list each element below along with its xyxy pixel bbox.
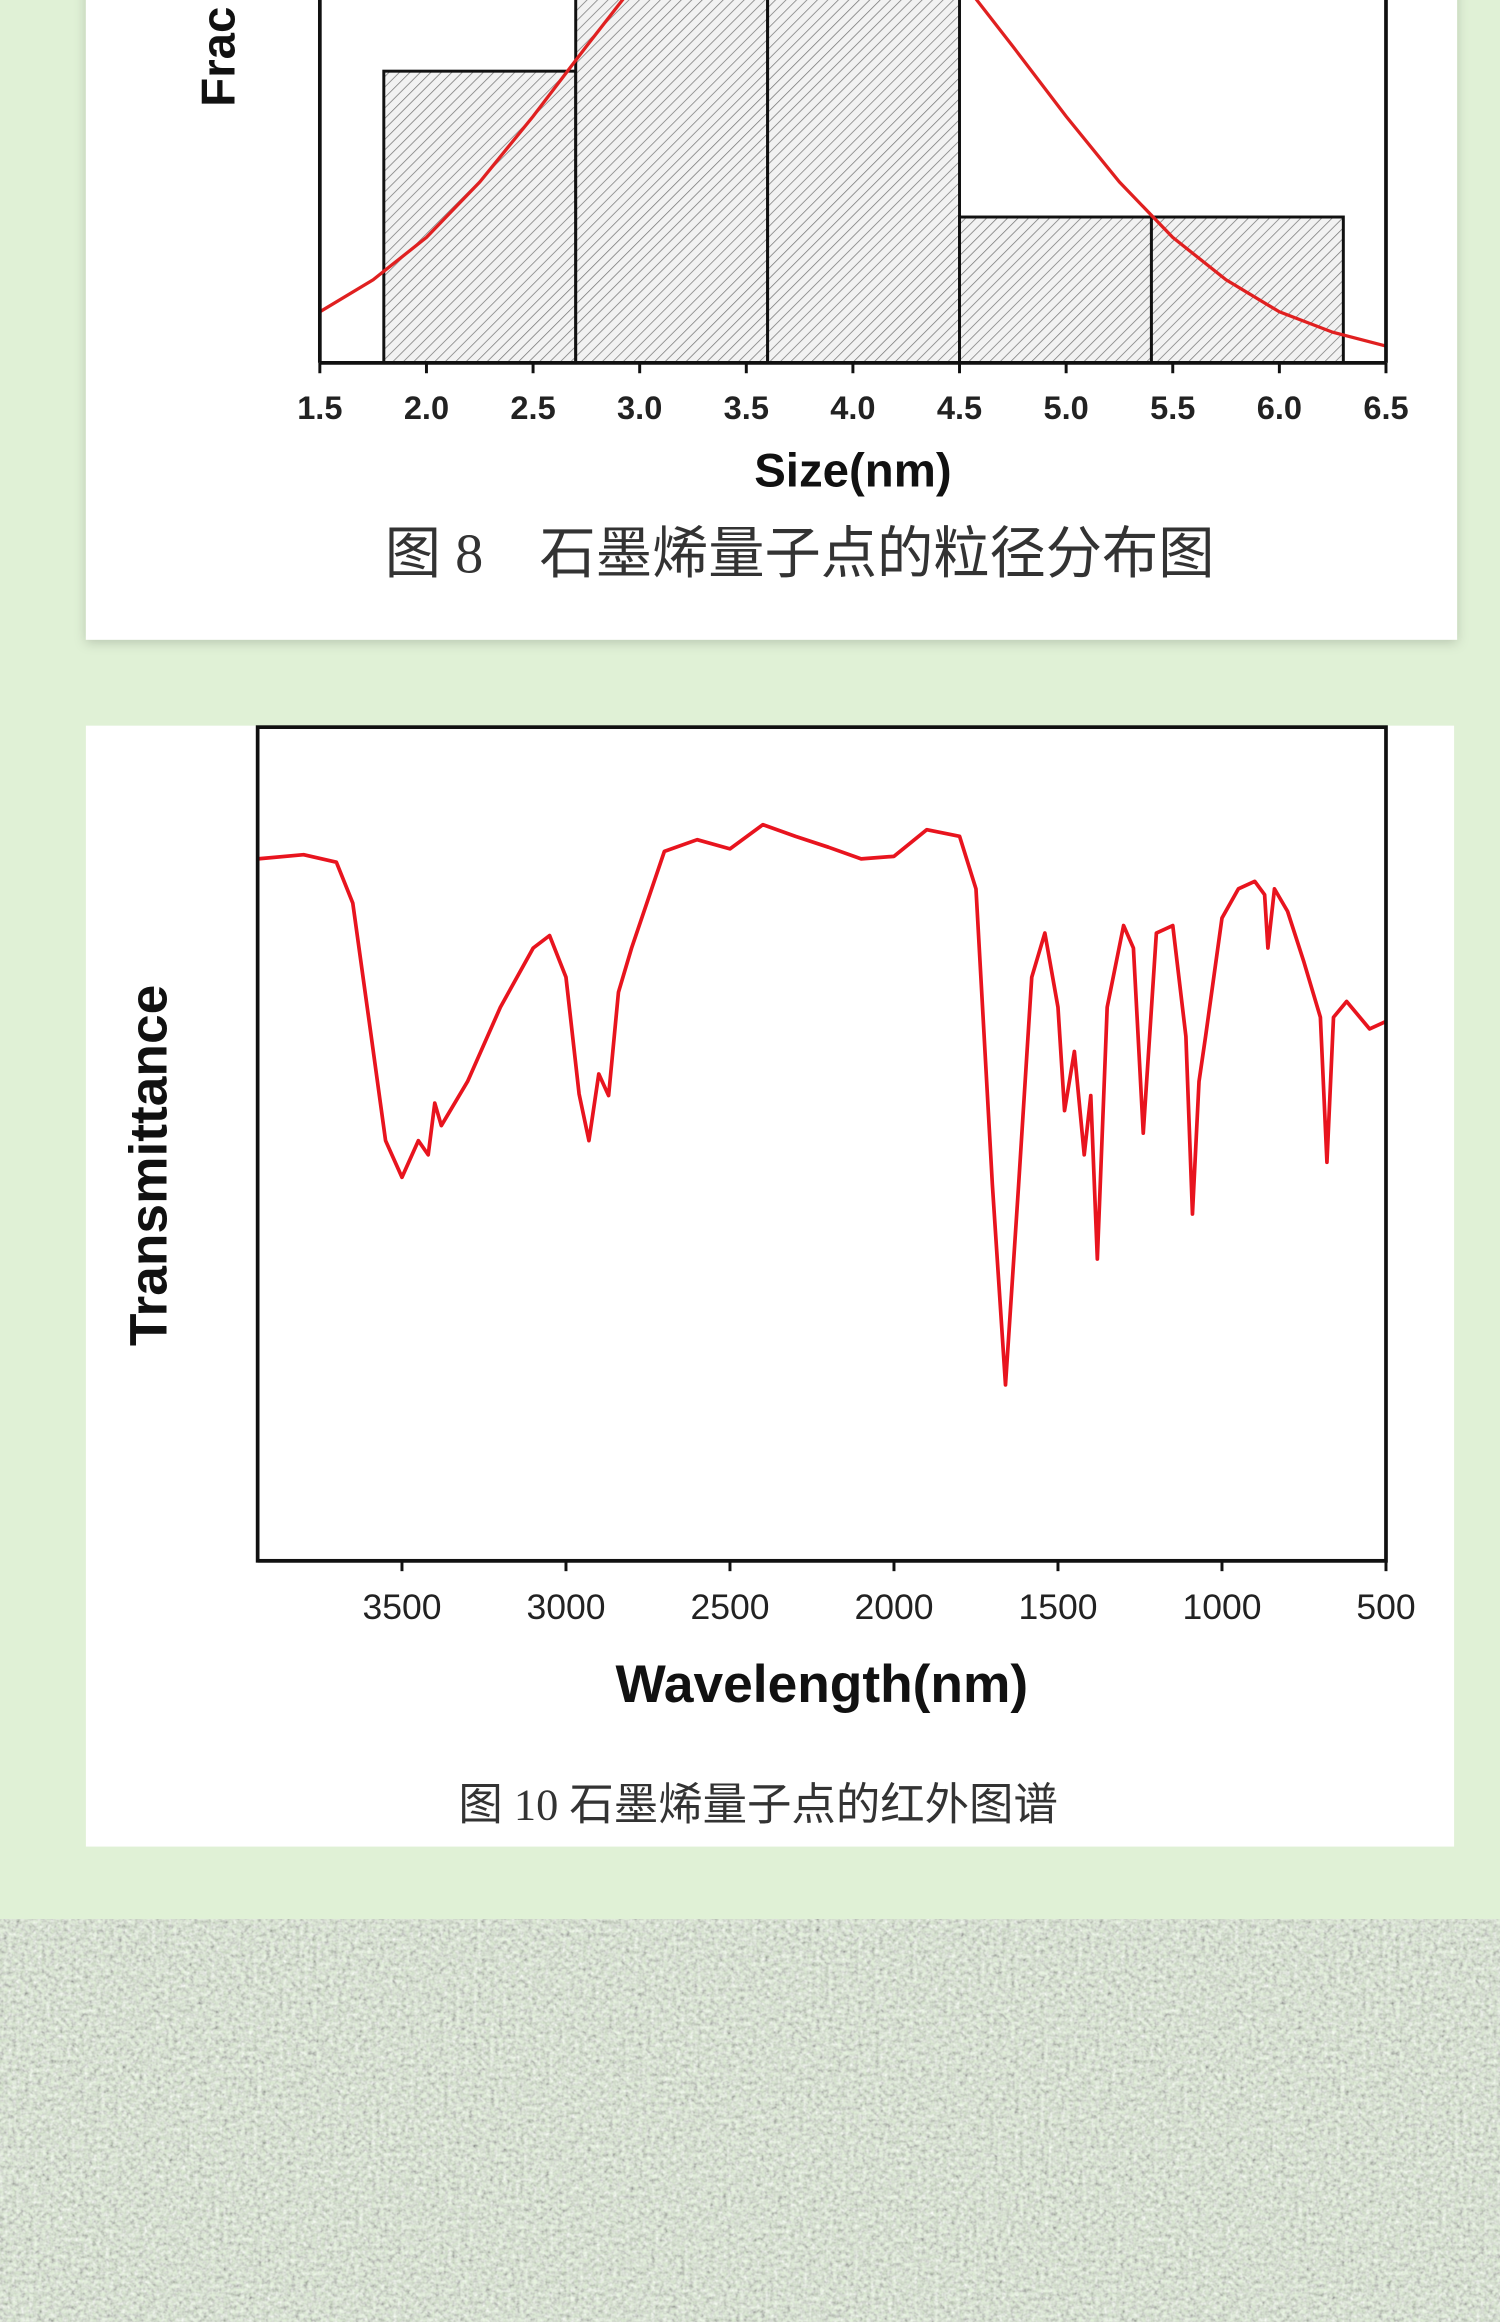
x-tick-label: 2500 <box>690 1587 769 1627</box>
x-tick-label: 4.5 <box>937 390 982 426</box>
x-axis-label: Wavelength(nm) <box>616 1655 1029 1714</box>
tem-image <box>85 1957 1455 2322</box>
figure-caption: 图 8 石墨烯量子点的粒径分布图 <box>385 524 1215 586</box>
x-tick-label: 4.0 <box>830 390 875 426</box>
x-tick-label: 1.5 <box>297 390 342 426</box>
bar <box>766 0 962 365</box>
x-tick-label: 6.5 <box>1363 390 1408 426</box>
x-tick-label: 5.5 <box>1150 390 1195 426</box>
x-axis-label: Size(nm) <box>754 444 951 497</box>
y-axis-label: Transmittance <box>120 985 179 1346</box>
x-tick-label: 1000 <box>1182 1587 1261 1627</box>
x-tick-label: 3000 <box>526 1587 605 1627</box>
figure-caption: 图 10 石墨烯量子点的红外图谱 <box>458 1780 1057 1830</box>
bar <box>574 0 770 365</box>
y-axis-label: Frac <box>193 7 246 107</box>
spectrum-line <box>257 822 1387 1387</box>
x-tick-label: 3.5 <box>724 390 769 426</box>
x-tick-label: 2.0 <box>404 390 449 426</box>
bar <box>1149 215 1345 365</box>
bar <box>958 215 1153 365</box>
x-tick-label: 3.0 <box>617 390 662 426</box>
x-tick-label: 2000 <box>854 1587 933 1627</box>
x-tick-label: 6.0 <box>1257 390 1302 426</box>
x-tick-label: 2.5 <box>510 390 555 426</box>
x-tick-label: 5.0 <box>1043 390 1088 426</box>
x-tick-label: 1500 <box>1018 1587 1097 1627</box>
x-tick-label: 3500 <box>362 1587 441 1627</box>
fit-curve <box>319 0 1387 348</box>
x-tick-label: 500 <box>1356 1587 1415 1627</box>
bar <box>382 69 578 365</box>
